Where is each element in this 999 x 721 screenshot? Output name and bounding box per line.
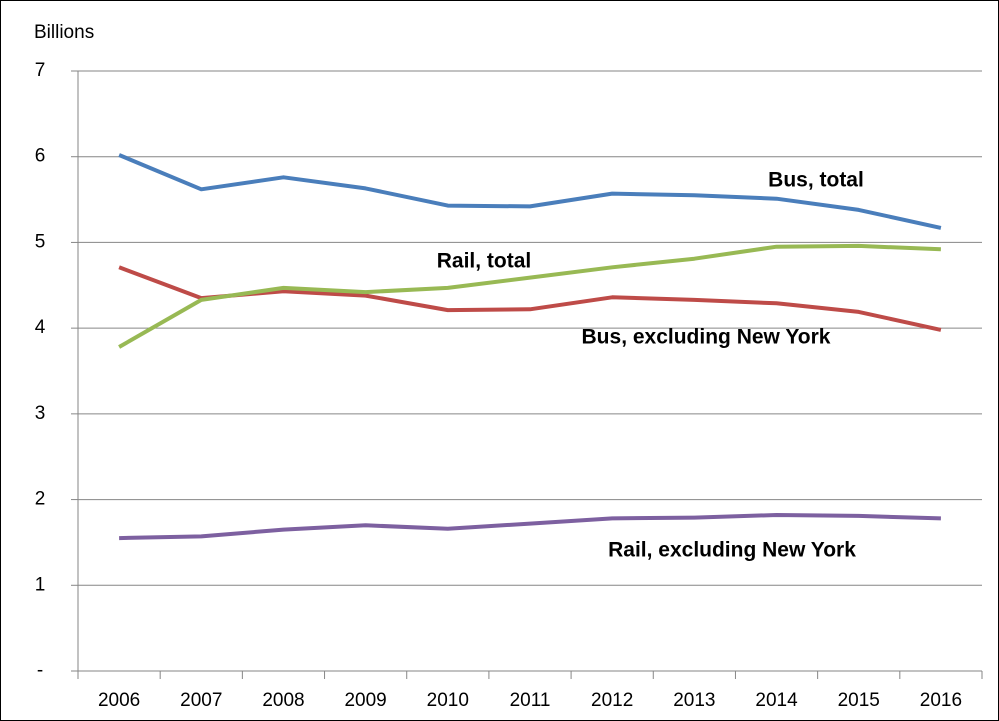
y-axis-label: Billions <box>34 22 94 43</box>
series-line <box>119 513 941 541</box>
x-tick-label: 2012 <box>591 690 633 711</box>
x-tick-label: 2015 <box>838 690 880 711</box>
series-annotation: Rail, total <box>437 250 532 273</box>
x-tick-label: 2016 <box>920 690 962 711</box>
y-tick-label: 1 <box>35 574 46 595</box>
y-tick-label: - <box>37 660 43 681</box>
x-tick-label: 2006 <box>98 690 140 711</box>
y-tick-label: 4 <box>35 317 46 338</box>
series-annotation: Bus, total <box>768 169 864 192</box>
y-tick-label: 5 <box>35 231 46 252</box>
y-tick-label: 2 <box>35 489 46 510</box>
series-annotation: Rail, excluding New York <box>608 539 856 562</box>
x-tick-label: 2008 <box>262 690 304 711</box>
x-tick-label: 2013 <box>673 690 715 711</box>
series-line <box>118 243 941 349</box>
x-tick-label: 2014 <box>755 690 798 711</box>
series-annotation: Bus, excluding New York <box>582 326 831 349</box>
x-tick-label: 2011 <box>510 690 551 711</box>
x-tick-label: 2010 <box>427 690 469 711</box>
x-tick-label: 2009 <box>344 690 386 711</box>
y-tick-label: 3 <box>35 403 46 424</box>
series-line <box>118 153 942 230</box>
x-tick-label: 2007 <box>180 690 222 711</box>
y-tick-label: 6 <box>35 146 46 167</box>
y-tick-label: 7 <box>35 60 46 81</box>
